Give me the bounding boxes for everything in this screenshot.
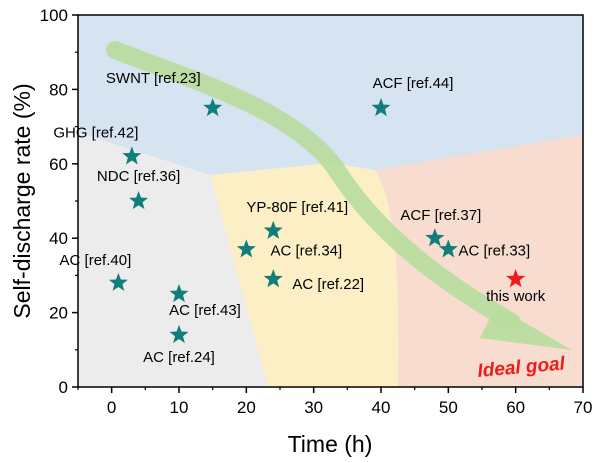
x-tick-label: 70 bbox=[574, 398, 593, 417]
point-label: AC [ref.24] bbox=[143, 349, 215, 366]
star-marker bbox=[122, 146, 142, 165]
background-regions bbox=[78, 15, 583, 387]
star-marker bbox=[263, 220, 283, 239]
point-label: AC [ref.43] bbox=[169, 302, 241, 319]
point-label: AC [ref.40] bbox=[60, 252, 132, 269]
trend-arrow bbox=[106, 41, 572, 350]
point-label: GHG [ref.42] bbox=[53, 124, 138, 141]
y-tick-label: 100 bbox=[40, 6, 68, 25]
x-tick-label: 10 bbox=[170, 398, 189, 417]
star-marker bbox=[425, 228, 445, 247]
star-marker bbox=[129, 191, 149, 210]
region-yellow bbox=[210, 163, 399, 387]
y-tick-label: 40 bbox=[49, 229, 68, 248]
point-label: this work bbox=[486, 288, 546, 305]
x-tick-label: 20 bbox=[237, 398, 256, 417]
star-marker bbox=[108, 272, 128, 291]
x-tick-label: 30 bbox=[304, 398, 323, 417]
x-tick-label: 40 bbox=[372, 398, 391, 417]
x-axis-ticks: 0 10 20 30 40 50 60 70 bbox=[77, 387, 593, 417]
x-tick-label: 50 bbox=[439, 398, 458, 417]
star-marker bbox=[236, 239, 256, 258]
star-marker bbox=[169, 324, 189, 344]
point-label: YP-80F [ref.41] bbox=[246, 199, 348, 216]
arrow-body bbox=[106, 41, 521, 331]
star-marker bbox=[169, 284, 189, 303]
point-label: AC [ref.33] bbox=[458, 242, 530, 259]
x-axis-title: Time (h) bbox=[288, 431, 373, 457]
data-points: SWNT [ref.23] ACF [ref.44] GHG [ref.42] NDC… bbox=[53, 70, 545, 366]
y-tick-label: 20 bbox=[49, 304, 68, 323]
point-label: ACF [ref.44] bbox=[373, 75, 454, 92]
region-peach bbox=[375, 135, 583, 387]
highlight-star-marker bbox=[506, 269, 526, 288]
y-tick-label: 80 bbox=[49, 80, 68, 99]
y-tick-label: 60 bbox=[49, 155, 68, 174]
star-marker bbox=[371, 98, 391, 117]
star-marker bbox=[263, 269, 283, 288]
star-marker bbox=[438, 239, 458, 258]
y-axis-ticks: 0 20 40 60 80 100 bbox=[40, 6, 78, 397]
region-gray bbox=[78, 132, 268, 387]
point-label: AC [ref.34] bbox=[270, 242, 342, 259]
star-marker bbox=[203, 98, 223, 117]
y-tick-label: 0 bbox=[59, 378, 68, 397]
point-label: ACF [ref.37] bbox=[400, 207, 481, 224]
x-tick-label: 60 bbox=[506, 398, 525, 417]
y-axis-title: Self-discharge rate (%) bbox=[9, 83, 35, 318]
arrow-head bbox=[480, 306, 572, 350]
x-tick-label: 0 bbox=[107, 398, 116, 417]
point-label: NDC [ref.36] bbox=[97, 168, 180, 185]
point-label: AC [ref.22] bbox=[292, 276, 364, 293]
point-label: SWNT [ref.23] bbox=[106, 70, 201, 87]
